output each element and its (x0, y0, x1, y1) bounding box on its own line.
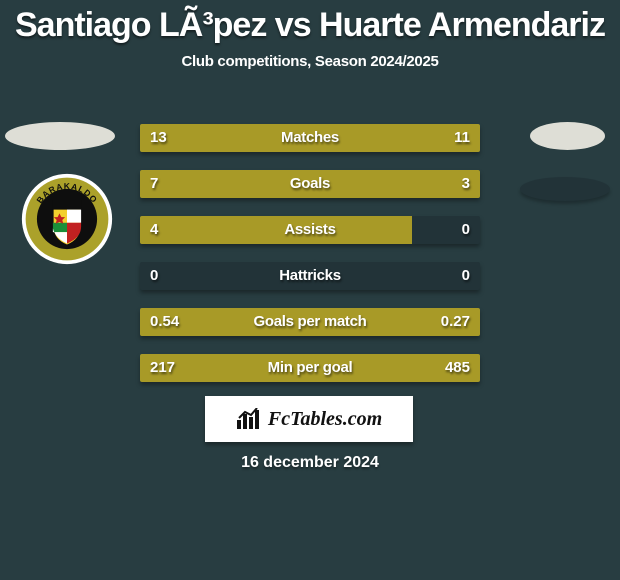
stat-right-value: 0.27 (441, 308, 470, 336)
stat-label: Hattricks (140, 262, 480, 290)
club-badge: BARAKALDO (20, 172, 114, 266)
stat-row: 13Matches11 (140, 124, 480, 152)
stat-row: 0.54Goals per match0.27 (140, 308, 480, 336)
stat-right-value: 11 (454, 124, 470, 152)
stat-row: 217Min per goal485 (140, 354, 480, 382)
stat-right-value: 3 (462, 170, 470, 198)
site-logo: FcTables.com (205, 396, 413, 442)
stat-label: Goals (140, 170, 480, 198)
stat-row: 7Goals3 (140, 170, 480, 198)
logo-chart-icon (236, 408, 262, 430)
right-player-oval (530, 122, 605, 150)
logo-text: FcTables.com (268, 408, 382, 431)
stat-right-value: 0 (462, 216, 470, 244)
stat-label: Goals per match (140, 308, 480, 336)
page-date: 16 december 2024 (0, 454, 620, 472)
stats-bars: 13Matches117Goals34Assists00Hattricks00.… (140, 124, 480, 400)
right-player-oval-2 (520, 177, 610, 201)
page-subtitle: Club competitions, Season 2024/2025 (0, 53, 620, 70)
stat-right-value: 485 (445, 354, 470, 382)
stat-label: Matches (140, 124, 480, 152)
stat-label: Min per goal (140, 354, 480, 382)
stat-row: 0Hattricks0 (140, 262, 480, 290)
stat-label: Assists (140, 216, 480, 244)
stat-row: 4Assists0 (140, 216, 480, 244)
page-title: Santiago LÃ³pez vs Huarte Armendariz (0, 0, 620, 45)
left-player-oval (5, 122, 115, 150)
stat-right-value: 0 (462, 262, 470, 290)
